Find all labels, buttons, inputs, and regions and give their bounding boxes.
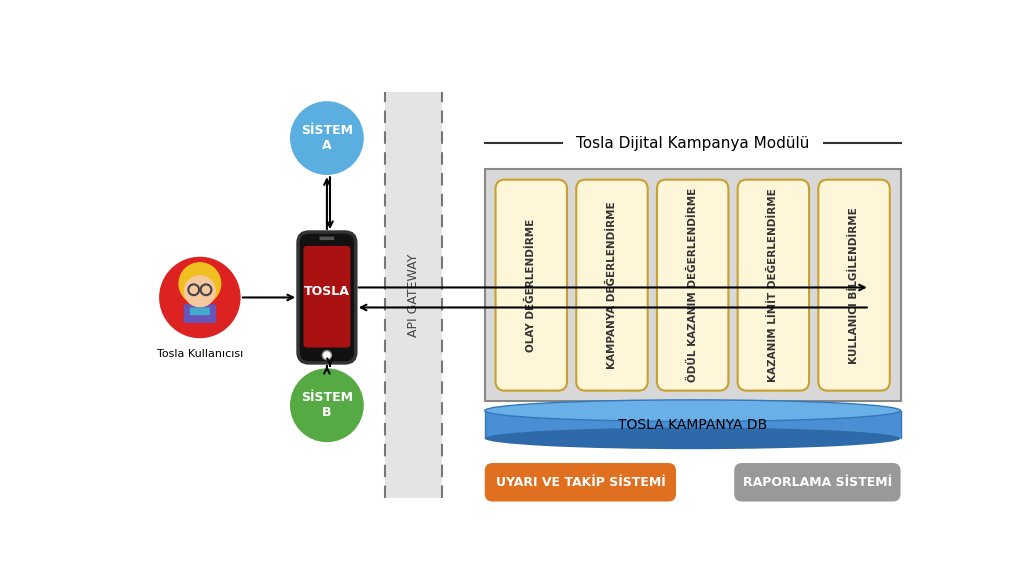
Text: ÖDÜL KAZANIM DEĞERLENDİRME: ÖDÜL KAZANIM DEĞERLENDİRME <box>688 188 697 382</box>
Circle shape <box>323 350 332 360</box>
FancyBboxPatch shape <box>189 308 210 315</box>
Text: TOSLA: TOSLA <box>304 285 350 298</box>
Text: API GATEWAY: API GATEWAY <box>407 254 420 337</box>
FancyBboxPatch shape <box>303 246 350 347</box>
FancyBboxPatch shape <box>496 180 567 391</box>
FancyBboxPatch shape <box>818 180 890 391</box>
FancyBboxPatch shape <box>484 463 676 502</box>
Text: KAZANIM LİMİT DEĞERLENDİRME: KAZANIM LİMİT DEĞERLENDİRME <box>768 188 778 382</box>
Circle shape <box>160 257 240 338</box>
FancyBboxPatch shape <box>577 180 648 391</box>
Circle shape <box>184 276 215 306</box>
Ellipse shape <box>484 400 900 421</box>
Circle shape <box>179 263 220 304</box>
FancyBboxPatch shape <box>737 180 809 391</box>
Text: SİSTEM
B: SİSTEM B <box>301 391 353 419</box>
Text: TOSLA KAMPANYA DB: TOSLA KAMPANYA DB <box>618 417 767 431</box>
Text: UYARI VE TAKİP SİSTEMİ: UYARI VE TAKİP SİSTEMİ <box>496 476 666 489</box>
Bar <box>385 92 442 499</box>
Text: KAMPANYA DEĞERLENDİRME: KAMPANYA DEĞERLENDİRME <box>607 202 617 369</box>
Ellipse shape <box>484 428 900 449</box>
FancyBboxPatch shape <box>734 463 900 502</box>
Circle shape <box>291 369 364 441</box>
FancyBboxPatch shape <box>484 169 900 401</box>
Bar <box>484 411 900 438</box>
Text: Tosla Dijital Kampanya Modülü: Tosla Dijital Kampanya Modülü <box>575 136 809 151</box>
FancyBboxPatch shape <box>183 304 216 323</box>
FancyBboxPatch shape <box>657 180 728 391</box>
Text: RAPORLAMA SİSTEMİ: RAPORLAMA SİSTEMİ <box>742 476 892 489</box>
Text: SİSTEM
A: SİSTEM A <box>301 124 353 152</box>
FancyBboxPatch shape <box>298 232 355 363</box>
Circle shape <box>291 102 364 174</box>
Text: Tosla Kullanıcısı: Tosla Kullanıcısı <box>157 349 243 359</box>
FancyBboxPatch shape <box>319 237 334 240</box>
Text: OLAY DEĞERLENDİRME: OLAY DEĞERLENDİRME <box>526 219 537 352</box>
Text: KULLANICI BİLGİLENDİRME: KULLANICI BİLGİLENDİRME <box>849 207 859 363</box>
